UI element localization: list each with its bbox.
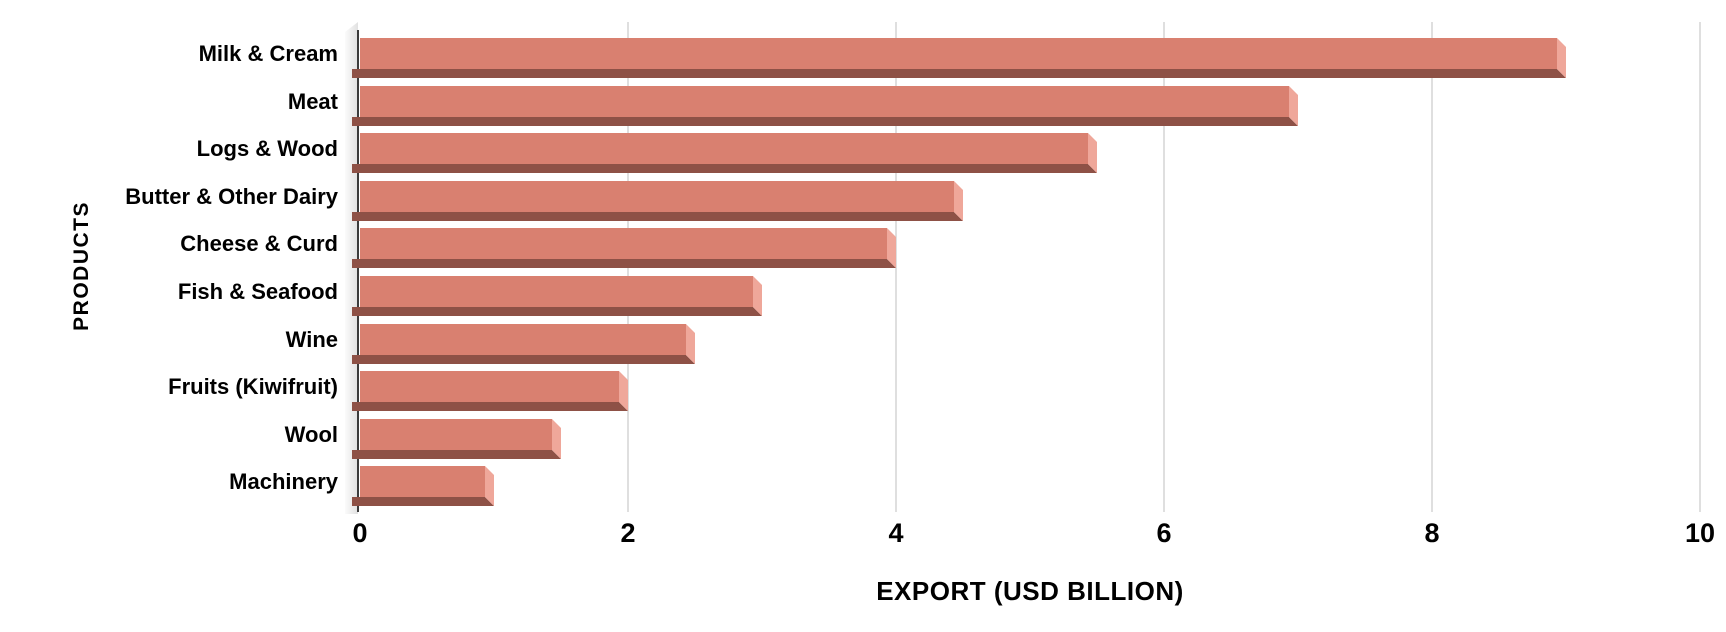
- bar: [352, 323, 695, 364]
- bar-bottom-shadow: [352, 69, 1566, 78]
- bar-face: [360, 38, 1557, 69]
- bar-bottom-shadow: [352, 497, 494, 507]
- bar-bottom-shadow: [352, 116, 1298, 126]
- bar-right-bevel: [954, 180, 963, 221]
- bar: [352, 180, 963, 221]
- category-label: Wine: [285, 326, 338, 352]
- category-label: Cheese & Curd: [180, 231, 338, 257]
- bar-face: [360, 418, 552, 450]
- gridline: [1431, 22, 1433, 512]
- bar-face: [360, 371, 619, 403]
- category-label: Logs & Wood: [196, 136, 338, 162]
- bar-face: [360, 228, 887, 260]
- bar-right-bevel: [753, 276, 762, 316]
- category-label: Butter & Other Dairy: [125, 183, 338, 209]
- y-axis-line: [357, 30, 359, 512]
- bar: [352, 276, 762, 316]
- x-tick-label: 4: [888, 518, 904, 548]
- bar-right-bevel: [619, 371, 628, 412]
- x-tick-label: 0: [352, 518, 368, 548]
- x-tick-label: 8: [1424, 518, 1440, 548]
- bar-right-bevel: [485, 466, 494, 507]
- bar-bottom-shadow: [352, 307, 762, 316]
- bar-right-bevel: [552, 418, 561, 459]
- bar: [352, 466, 494, 507]
- category-label: Milk & Cream: [198, 41, 338, 66]
- bar-face: [360, 133, 1088, 165]
- category-label: Wool: [284, 421, 338, 447]
- bar: [352, 418, 561, 459]
- gridline: [1699, 22, 1701, 512]
- gridline: [1163, 22, 1165, 512]
- category-label: Meat: [287, 88, 338, 114]
- bar: [352, 371, 628, 412]
- bar-face: [360, 85, 1289, 117]
- bar-bottom-shadow: [352, 211, 963, 221]
- bar-bottom-shadow: [352, 164, 1097, 174]
- bar-right-bevel: [1088, 133, 1097, 174]
- bar: [352, 85, 1298, 126]
- bar-face: [360, 180, 954, 212]
- bar-bottom-shadow: [352, 354, 695, 364]
- category-label: Fish & Seafood: [177, 279, 338, 304]
- bar-face: [360, 276, 753, 307]
- bar-face: [360, 323, 686, 355]
- bar-face: [360, 466, 485, 498]
- axis-wall-3d: [345, 22, 358, 514]
- bar-right-bevel: [686, 323, 695, 364]
- bar: [352, 228, 896, 269]
- x-axis-title-text: EXPORT (USD BILLION): [876, 576, 1184, 606]
- bar: [352, 133, 1097, 174]
- bar-bottom-shadow: [352, 449, 561, 459]
- bar: [352, 38, 1566, 78]
- category-labels: Milk & Cream Meat Logs & Wood Butter & Othe…: [0, 20, 338, 512]
- x-tick-label: 6: [1156, 518, 1172, 548]
- category-label: Machinery: [229, 469, 338, 495]
- plot-area: [352, 20, 1701, 512]
- x-axis-title: EXPORT (USD BILLION): [360, 576, 1700, 607]
- x-tick-label: 2: [620, 518, 636, 548]
- bar-right-bevel: [1289, 85, 1298, 126]
- bar-bottom-shadow: [352, 259, 896, 269]
- bar-right-bevel: [887, 228, 896, 269]
- category-label: Fruits (Kiwifruit): [168, 374, 338, 400]
- x-tick-label: 10: [1684, 518, 1716, 548]
- bar-right-bevel: [1557, 38, 1566, 78]
- bar-bottom-shadow: [352, 402, 628, 412]
